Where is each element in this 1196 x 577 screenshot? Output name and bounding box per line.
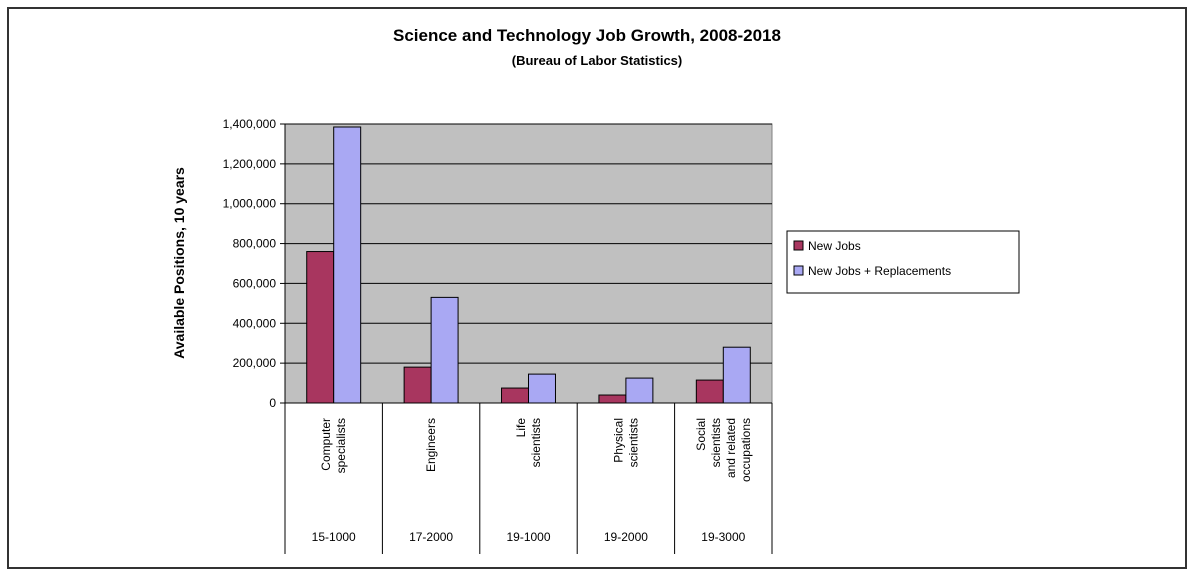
x-category-label: Social [694, 418, 708, 451]
x-category-code: 19-2000 [604, 530, 648, 544]
bar [598, 394, 627, 404]
y-axis-label: Available Positions, 10 years [171, 167, 187, 359]
y-tick-label: 600,000 [233, 276, 277, 290]
x-axis: Computer specialists 15-1000 Engineers 17-20… [284, 402, 773, 554]
x-category-label: scientists [709, 418, 723, 467]
bar-chart: Science and Technology Job Growth, 2008-… [171, 26, 1020, 554]
x-category-label: specialists [334, 418, 348, 473]
chart-subtitle: (Bureau of Labor Statistics) [512, 53, 682, 68]
chart-title: Science and Technology Job Growth, 2008-… [393, 26, 781, 45]
x-category-label: scientists [529, 418, 543, 467]
bar [625, 377, 654, 404]
y-tick-label: 200,000 [233, 356, 277, 370]
legend-label: New Jobs + Replacements [808, 264, 951, 278]
legend-label: New Jobs [808, 239, 861, 253]
bar [403, 366, 432, 404]
x-category-label: and related [724, 418, 738, 478]
bars [306, 126, 751, 404]
y-tick-label: 400,000 [233, 316, 277, 330]
chart-frame: Science and Technology Job Growth, 2008-… [7, 7, 1187, 569]
bar [333, 126, 362, 404]
x-category-label: Physical [611, 418, 625, 463]
x-category-code: 17-2000 [409, 530, 453, 544]
bar [430, 296, 459, 404]
plot-area [284, 123, 773, 404]
x-category-code: 19-3000 [701, 530, 745, 544]
x-category-label: Computer [319, 418, 333, 471]
bar [528, 373, 556, 404]
x-category-code: 15-1000 [312, 530, 356, 544]
bar [722, 346, 751, 404]
y-axis: 0 200,000 400,000 600,000 800,000 1,000,000 1,… [223, 117, 286, 410]
gridlines [285, 123, 772, 364]
bar [306, 251, 335, 404]
y-tick-label: 800,000 [233, 237, 277, 251]
x-category-label: Life [514, 418, 528, 438]
legend-box [786, 230, 1020, 294]
bar [695, 379, 724, 404]
x-category-label: scientists [626, 418, 640, 467]
x-category-code: 19-1000 [506, 530, 550, 544]
y-tick-label: 1,000,000 [223, 197, 277, 211]
bar [501, 387, 530, 404]
y-tick-label: 0 [269, 396, 276, 410]
y-tick-label: 1,200,000 [223, 157, 277, 171]
x-category-label: Engineers [424, 418, 438, 472]
y-tick-label: 1,400,000 [223, 117, 277, 131]
legend-swatch [793, 240, 804, 251]
legend: New Jobs New Jobs + Replacements [786, 230, 1020, 294]
x-category-label: occupations [739, 418, 753, 482]
legend-swatch [793, 265, 804, 276]
